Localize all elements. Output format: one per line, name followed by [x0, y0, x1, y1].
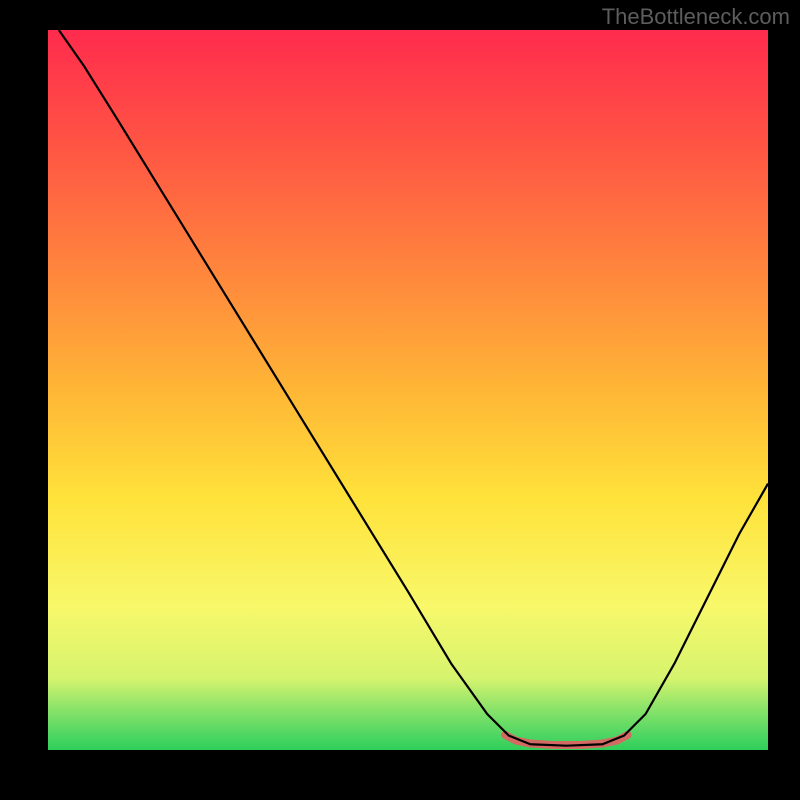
plot-area [48, 30, 768, 750]
chart-svg [48, 30, 768, 750]
watermark-text: TheBottleneck.com [602, 4, 790, 30]
chart-background [48, 30, 768, 750]
